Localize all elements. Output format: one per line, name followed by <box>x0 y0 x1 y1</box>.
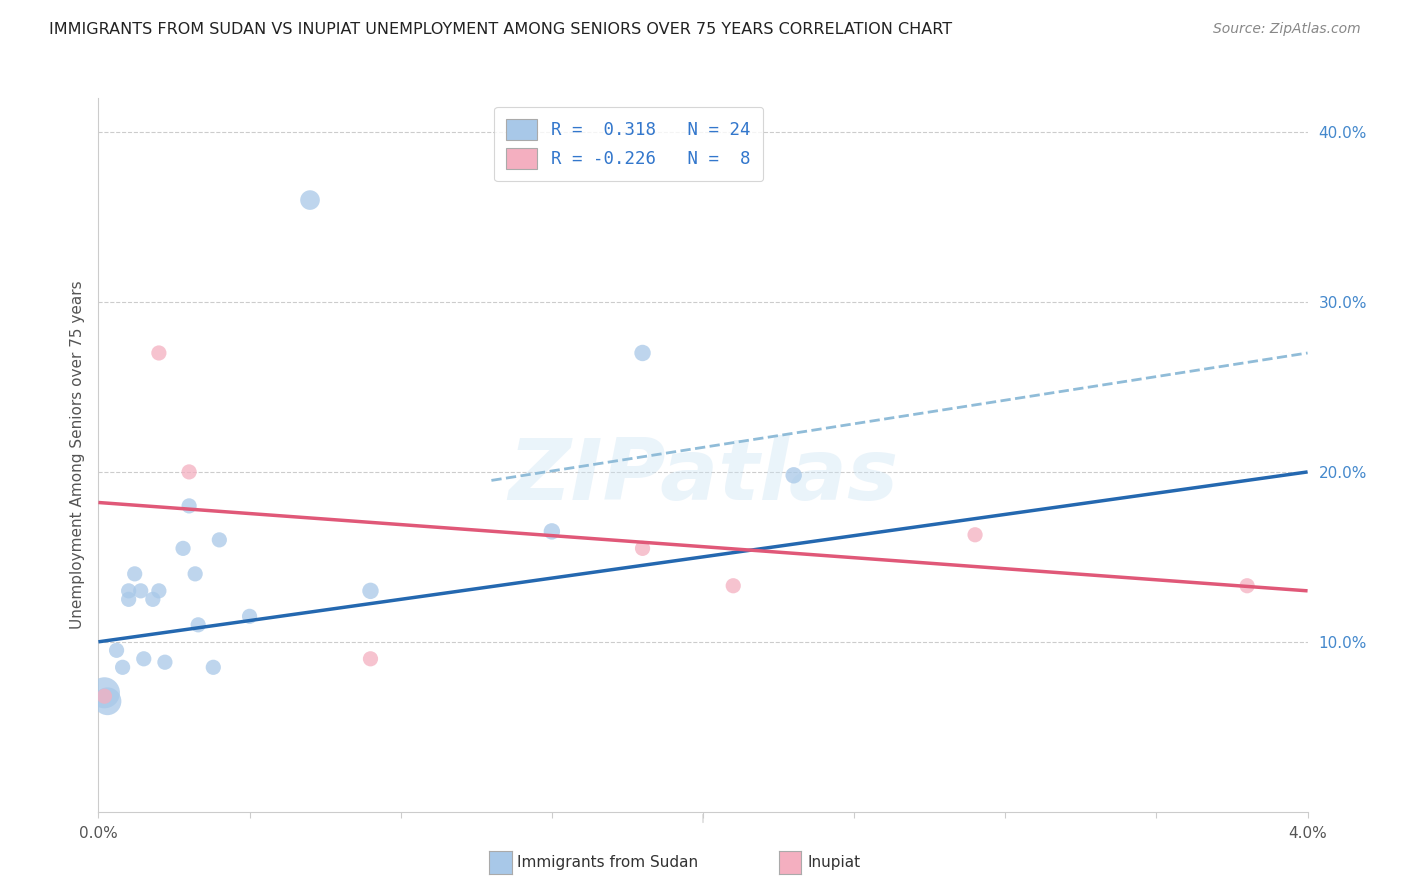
Point <box>111 660 134 674</box>
Point <box>187 617 209 632</box>
Text: Inupiat: Inupiat <box>807 855 860 870</box>
Point <box>631 541 654 556</box>
Point <box>184 566 207 581</box>
Point <box>202 660 225 674</box>
Point <box>723 579 745 593</box>
Point <box>148 346 170 360</box>
Point <box>965 528 987 542</box>
Point <box>239 609 262 624</box>
Point <box>93 686 115 700</box>
Point <box>96 694 118 708</box>
Point <box>179 465 201 479</box>
Point <box>148 583 170 598</box>
Point <box>299 193 322 207</box>
Point <box>179 499 201 513</box>
Point <box>208 533 231 547</box>
Point <box>631 346 654 360</box>
Point <box>153 655 176 669</box>
Point <box>118 583 141 598</box>
Point <box>541 524 564 539</box>
Point <box>1236 579 1258 593</box>
Point <box>105 643 128 657</box>
Point <box>142 592 165 607</box>
Y-axis label: Unemployment Among Seniors over 75 years: Unemployment Among Seniors over 75 years <box>69 281 84 629</box>
Point <box>93 689 115 703</box>
Point <box>129 583 152 598</box>
Point <box>118 592 141 607</box>
Legend: R =  0.318   N = 24, R = -0.226   N =  8: R = 0.318 N = 24, R = -0.226 N = 8 <box>494 107 763 181</box>
Point <box>783 468 806 483</box>
Point <box>360 652 382 666</box>
Text: Immigrants from Sudan: Immigrants from Sudan <box>517 855 699 870</box>
Text: IMMIGRANTS FROM SUDAN VS INUPIAT UNEMPLOYMENT AMONG SENIORS OVER 75 YEARS CORREL: IMMIGRANTS FROM SUDAN VS INUPIAT UNEMPLO… <box>49 22 952 37</box>
Text: Source: ZipAtlas.com: Source: ZipAtlas.com <box>1213 22 1361 37</box>
Point <box>360 583 382 598</box>
Text: ZIPatlas: ZIPatlas <box>508 434 898 518</box>
Point <box>124 566 146 581</box>
Point <box>132 652 155 666</box>
Point <box>172 541 194 556</box>
